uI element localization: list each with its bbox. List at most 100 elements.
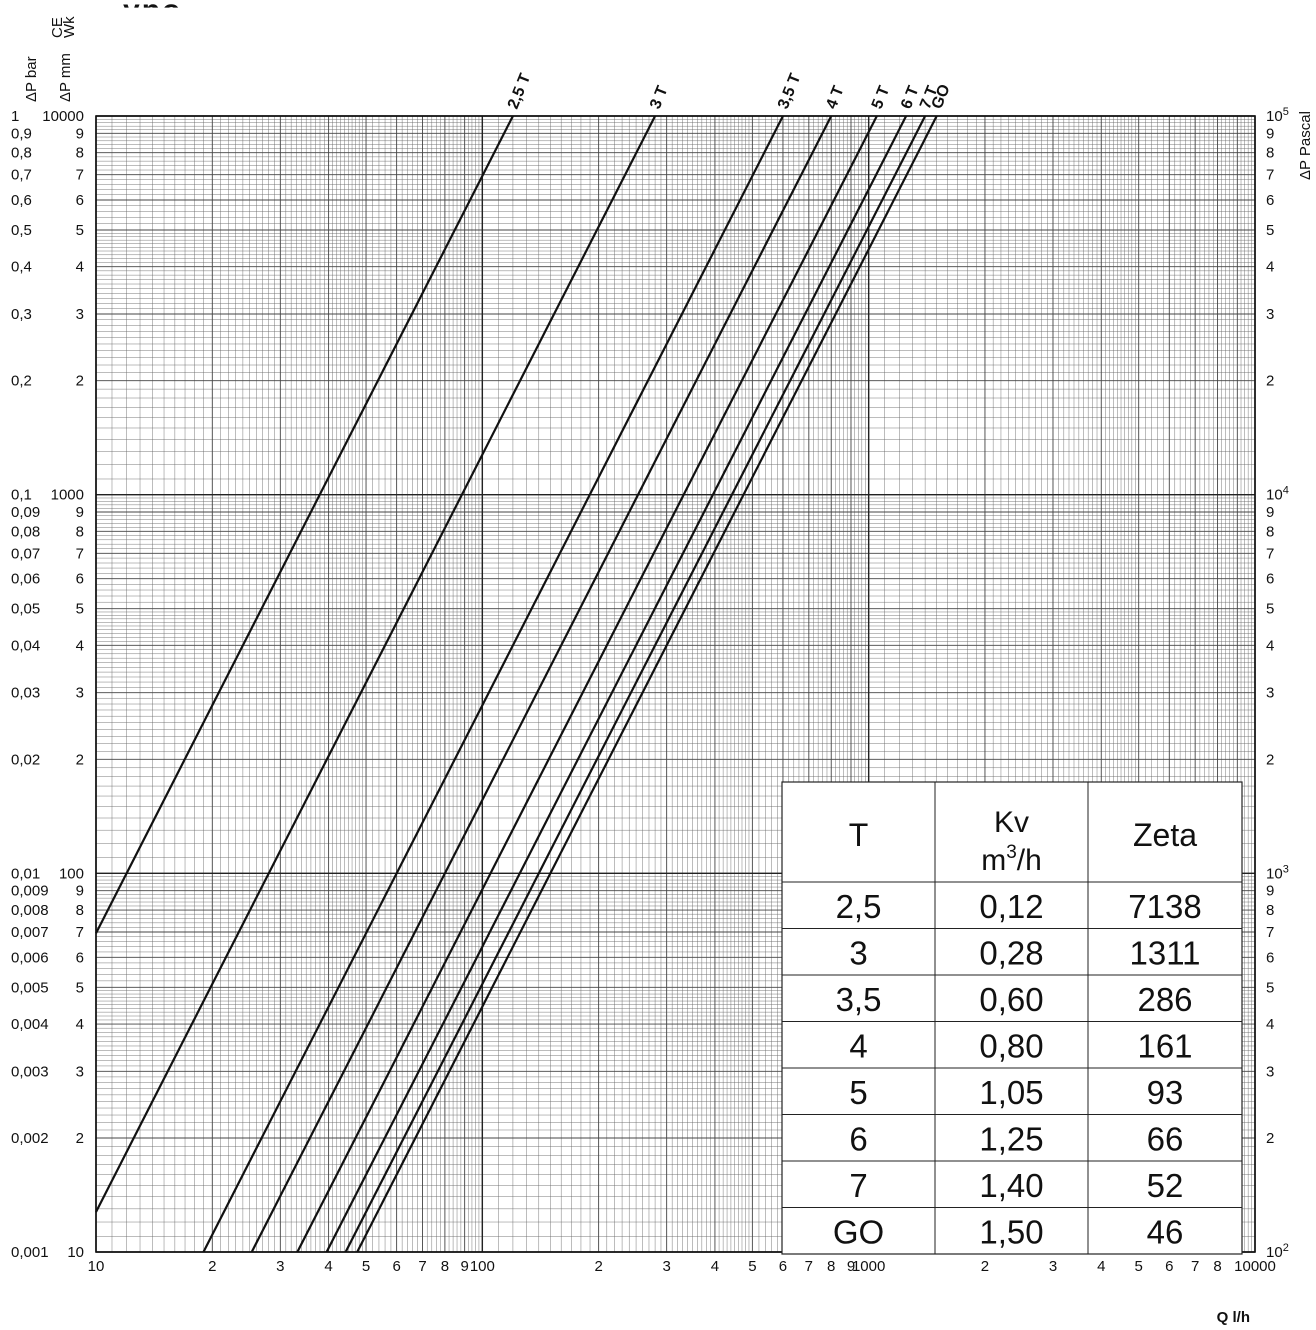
x-tick-label-9: 100 [470, 1258, 495, 1275]
y-mm-tick-label-3: 7 [76, 167, 84, 184]
y-bar-tick-label-21: 0,007 [11, 924, 49, 941]
x-tick-label-5: 6 [392, 1258, 400, 1275]
y-pascal-tick-label-20: 8 [1266, 902, 1274, 919]
y-bar-tick-label-27: 0,001 [11, 1244, 49, 1261]
y-bar-tick-label-13: 0,06 [11, 571, 40, 588]
y-bar-tick-label-6: 0,4 [11, 259, 32, 276]
table-cell-r6-c1: 1,40 [979, 1167, 1043, 1204]
table-cell-r0-c1: 0,12 [979, 888, 1043, 925]
y-bar-tick-label-12: 0,07 [11, 545, 40, 562]
series-line-4 [296, 115, 878, 1253]
table-header-t: T [849, 817, 869, 853]
y-pascal-tick-label-27: 102 [1266, 1242, 1289, 1261]
y-bar-tick-label-18: 0,01 [11, 865, 40, 882]
table-cell-r7-c0: GO [833, 1214, 884, 1251]
y-pascal-tick-label-22: 6 [1266, 949, 1274, 966]
series-label-2: 3,5 T [775, 71, 805, 111]
y-pascal-tick-label-3: 7 [1266, 167, 1274, 184]
series-label-1: 3 T [647, 83, 672, 111]
y-mm-tick-label-19: 9 [76, 883, 84, 900]
x-tick-label-13: 5 [748, 1258, 756, 1275]
y-mm-tick-label-7: 3 [76, 306, 84, 323]
y-bar-tick-label-1: 0,9 [11, 125, 32, 142]
y-pascal-tick-label-18: 103 [1266, 863, 1289, 882]
y-pascal-tick-label-8: 2 [1266, 373, 1274, 390]
y-bar-tick-label-0: 1 [11, 108, 19, 125]
x-tick-label-10: 2 [594, 1258, 602, 1275]
y-mm-tick-label-20: 8 [76, 902, 84, 919]
y-mm-tick-label-21: 7 [76, 924, 84, 941]
y-bar-tick-label-26: 0,002 [11, 1130, 49, 1147]
y-mm-tick-label-24: 4 [76, 1016, 84, 1033]
table-cell-r1-c2: 1311 [1130, 935, 1201, 972]
y-mm-tick-label-9: 1000 [51, 487, 84, 504]
y-bar-tick-label-24: 0,004 [11, 1016, 49, 1033]
y-pascal-tick-label-25: 3 [1266, 1063, 1274, 1080]
table-cell-r5-c2: 66 [1147, 1121, 1184, 1158]
y-pascal-tick-label-26: 2 [1266, 1130, 1274, 1147]
x-tick-label-3: 4 [324, 1258, 332, 1275]
y-bar-tick-label-8: 0,2 [11, 373, 32, 390]
x-tick-label-15: 7 [805, 1258, 813, 1275]
left-axis-mm-sup2: Wk [61, 16, 78, 38]
table-cell-r6-c0: 7 [849, 1167, 867, 1204]
table-cell-r3-c0: 4 [849, 1028, 867, 1065]
y-pascal-tick-label-10: 9 [1266, 504, 1274, 521]
table-cell-r4-c1: 1,05 [979, 1074, 1043, 1111]
grid-fine-lines [96, 116, 1255, 1252]
x-tick-label-12: 4 [711, 1258, 719, 1275]
x-tick-label-19: 2 [981, 1258, 989, 1275]
y-pascal-tick-label-21: 7 [1266, 924, 1274, 941]
table-cell-r7-c1: 1,50 [979, 1214, 1043, 1251]
table-cell-r5-c0: 6 [849, 1121, 867, 1158]
x-axis-label: Q l/h [1217, 1309, 1250, 1326]
y-pascal-tick-label-0: 105 [1266, 106, 1289, 125]
y-mm-tick-label-17: 2 [76, 751, 84, 768]
series-line-6 [344, 115, 927, 1253]
x-tick-label-7: 8 [441, 1258, 449, 1275]
y-mm-tick-label-25: 3 [76, 1063, 84, 1080]
y-mm-tick-label-6: 4 [76, 259, 84, 276]
y-mm-tick-label-0: 10000 [42, 108, 84, 125]
y-mm-tick-label-27: 10 [67, 1244, 84, 1261]
x-tick-label-11: 3 [662, 1258, 670, 1275]
y-bar-tick-label-19: 0,009 [11, 883, 49, 900]
table-cell-r2-c0: 3,5 [836, 981, 882, 1018]
y-bar-tick-label-20: 0,008 [11, 902, 49, 919]
y-pascal-tick-label-2: 8 [1266, 145, 1274, 162]
left-axis-mm-sup1: CE [49, 17, 66, 38]
table-header-zeta: Zeta [1133, 817, 1197, 853]
right-axis-label: ΔP Pascal [1297, 111, 1314, 180]
y-bar-tick-label-22: 0,006 [11, 949, 49, 966]
y-mm-tick-label-2: 8 [76, 145, 84, 162]
x-tick-label-24: 7 [1191, 1258, 1199, 1275]
y-pascal-tick-label-19: 9 [1266, 883, 1274, 900]
y-bar-tick-label-7: 0,3 [11, 306, 32, 323]
x-tick-label-1: 2 [208, 1258, 216, 1275]
series-label-3: 4 T [823, 83, 848, 111]
table-cell-r0-c0: 2,5 [836, 888, 882, 925]
table-cell-r7-c2: 46 [1147, 1214, 1184, 1251]
table-header-kv: Kv [994, 806, 1029, 839]
y-mm-tick-label-1: 9 [76, 125, 84, 142]
x-tick-label-20: 3 [1049, 1258, 1057, 1275]
x-tick-label-26: 10000 [1234, 1258, 1276, 1275]
x-tick-label-23: 6 [1165, 1258, 1173, 1275]
left-axis-mm-label: ΔP mm [57, 53, 74, 102]
y-pascal-tick-label-9: 104 [1266, 485, 1289, 504]
y-bar-tick-label-15: 0,04 [11, 637, 40, 654]
y-mm-tick-label-14: 5 [76, 601, 84, 618]
y-pascal-tick-label-16: 3 [1266, 685, 1274, 702]
table-cell-r3-c1: 0,80 [979, 1028, 1043, 1065]
y-bar-tick-label-17: 0,02 [11, 751, 40, 768]
y-pascal-tick-label-17: 2 [1266, 751, 1274, 768]
series-line-2 [202, 115, 784, 1253]
series-label-0: 2,5 T [505, 71, 535, 111]
y-bar-tick-label-23: 0,005 [11, 979, 49, 996]
series-line-5 [325, 115, 908, 1253]
y-mm-tick-label-11: 8 [76, 523, 84, 540]
plot-frame [95, 115, 1256, 1253]
y-mm-tick-label-13: 6 [76, 571, 84, 588]
